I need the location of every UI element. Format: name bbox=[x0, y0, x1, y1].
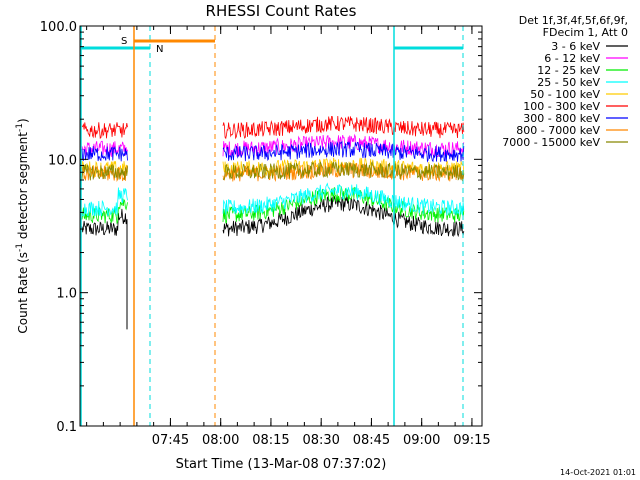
footer-timestamp: 14-Oct-2021 01:01 bbox=[560, 468, 636, 477]
y-axis: 0.1 1.0 10.0 100.0 bbox=[40, 20, 482, 435]
overlay-layer: SN bbox=[80, 26, 464, 426]
series-100-300keV bbox=[81, 115, 465, 140]
legend-header: Det 1f,3f,4f,5f,6f,9f, bbox=[519, 14, 628, 27]
y-axis-label: Count Rate (s-1 detector segment-1) bbox=[15, 118, 30, 333]
series-line bbox=[222, 182, 465, 216]
x-tick-label: 08:15 bbox=[252, 433, 289, 448]
legend-label: 50 - 100 keV bbox=[530, 88, 600, 101]
series-line bbox=[81, 198, 128, 225]
legend-label: 800 - 7000 keV bbox=[516, 124, 600, 137]
series-line bbox=[81, 145, 128, 162]
series-line bbox=[222, 195, 465, 238]
legend-label: 6 - 12 keV bbox=[544, 52, 600, 65]
series-line bbox=[222, 140, 465, 163]
series-line bbox=[222, 161, 465, 181]
legend: Det 1f,3f,4f,5f,6f,9f,FDecim 1, Att 03 -… bbox=[502, 14, 628, 149]
legend-label: 12 - 25 keV bbox=[537, 64, 600, 77]
series-line bbox=[81, 165, 128, 182]
series-layer bbox=[81, 115, 465, 330]
x-tick-label: 09:00 bbox=[403, 433, 440, 448]
x-tick-label: 08:30 bbox=[302, 433, 339, 448]
x-tick-label: 09:15 bbox=[453, 433, 490, 448]
x-tick-label: 08:00 bbox=[202, 433, 239, 448]
legend-label: 3 - 6 keV bbox=[551, 40, 600, 53]
saa-label: S bbox=[121, 36, 127, 47]
series-7000-15000keV bbox=[81, 161, 465, 181]
series-3-6keV bbox=[81, 195, 465, 238]
series-25-50keV bbox=[81, 182, 465, 217]
series-line bbox=[222, 115, 465, 140]
y-tick-label: 100.0 bbox=[40, 20, 77, 35]
chart-title: RHESSI Count Rates bbox=[206, 2, 357, 20]
legend-label: 300 - 800 keV bbox=[523, 112, 600, 125]
legend-label: 25 - 50 keV bbox=[537, 76, 600, 89]
y-tick-label: 10.0 bbox=[48, 153, 77, 168]
series-line bbox=[81, 163, 128, 181]
series-300-800keV bbox=[81, 140, 465, 163]
series-line bbox=[81, 208, 128, 236]
x-axis: 07:45 08:00 08:15 08:30 08:45 09:00 09:15 bbox=[86, 26, 491, 448]
plot-frame bbox=[79, 25, 483, 427]
x-tick-label: 08:45 bbox=[353, 433, 390, 448]
series-line bbox=[81, 122, 128, 139]
legend-label: 7000 - 15000 keV bbox=[502, 136, 600, 149]
y-tick-label: 0.1 bbox=[56, 420, 77, 435]
legend-label: 100 - 300 keV bbox=[523, 100, 600, 113]
x-tick-label: 07:45 bbox=[152, 433, 189, 448]
night-label: N bbox=[156, 44, 163, 55]
legend-header: FDecim 1, Att 0 bbox=[543, 26, 628, 39]
x-axis-label: Start Time (13-Mar-08 07:37:02) bbox=[176, 457, 387, 472]
series-line bbox=[81, 187, 128, 217]
y-tick-label: 1.0 bbox=[56, 287, 77, 302]
